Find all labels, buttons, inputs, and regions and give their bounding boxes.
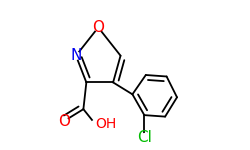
Text: O: O [92, 20, 104, 35]
Circle shape [140, 134, 148, 141]
Circle shape [94, 24, 102, 31]
Circle shape [72, 52, 80, 59]
Circle shape [92, 120, 99, 128]
Text: OH: OH [95, 117, 116, 131]
Text: N: N [70, 48, 82, 63]
Text: Cl: Cl [137, 130, 152, 145]
Circle shape [60, 117, 68, 125]
Text: O: O [58, 114, 70, 129]
